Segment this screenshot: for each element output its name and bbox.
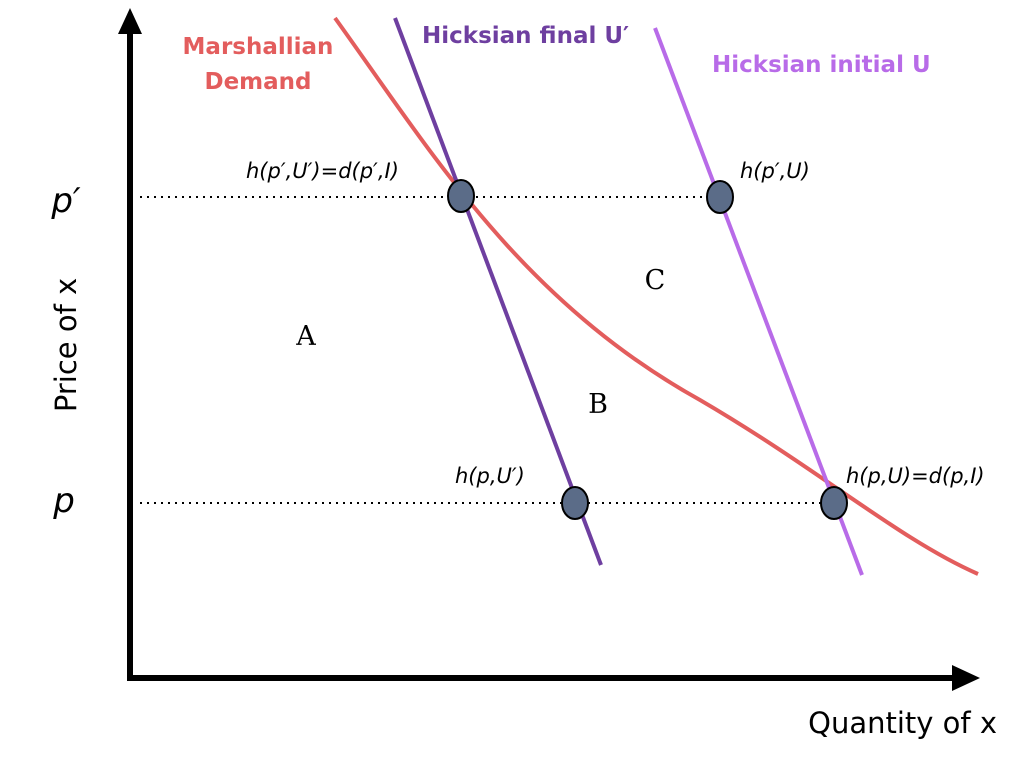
price-tick-p: p <box>52 481 75 521</box>
price-tick-p-prime: p′ <box>50 181 81 221</box>
point-h-pprime-u <box>706 180 734 214</box>
label-h-p-u: h(p,U)=d(p,I) <box>846 464 985 488</box>
marshallian-label-line1: Marshallian <box>183 34 334 60</box>
hicksian-initial-curve <box>653 27 864 576</box>
label-h-p-uprime: h(p,U′) <box>455 464 525 488</box>
x-axis-arrowhead <box>952 665 980 691</box>
point-h-p-uprime <box>561 486 589 520</box>
hicksian-final-curve <box>393 17 603 566</box>
hicksian-final-label: Hicksian final U′ <box>422 23 629 49</box>
y-axis-arrowhead <box>118 8 142 34</box>
marshallian-demand-curve <box>333 16 979 576</box>
hicksian-initial-label: Hicksian initial U <box>712 52 931 78</box>
y-axis-title: Price of x <box>49 278 83 412</box>
label-h-pprime-u: h(p′,U) <box>740 159 810 183</box>
region-b-label: B <box>588 389 608 420</box>
point-h-pprime-uprime <box>447 179 475 213</box>
point-h-p-u <box>820 486 848 520</box>
marshallian-label-line2: Demand <box>204 69 311 95</box>
region-a-label: A <box>295 321 316 352</box>
label-h-pprime-uprime: h(p′,U′)=d(p′,I) <box>246 159 399 183</box>
region-c-label: C <box>645 265 666 296</box>
x-axis-title: Quantity of x <box>808 706 997 740</box>
